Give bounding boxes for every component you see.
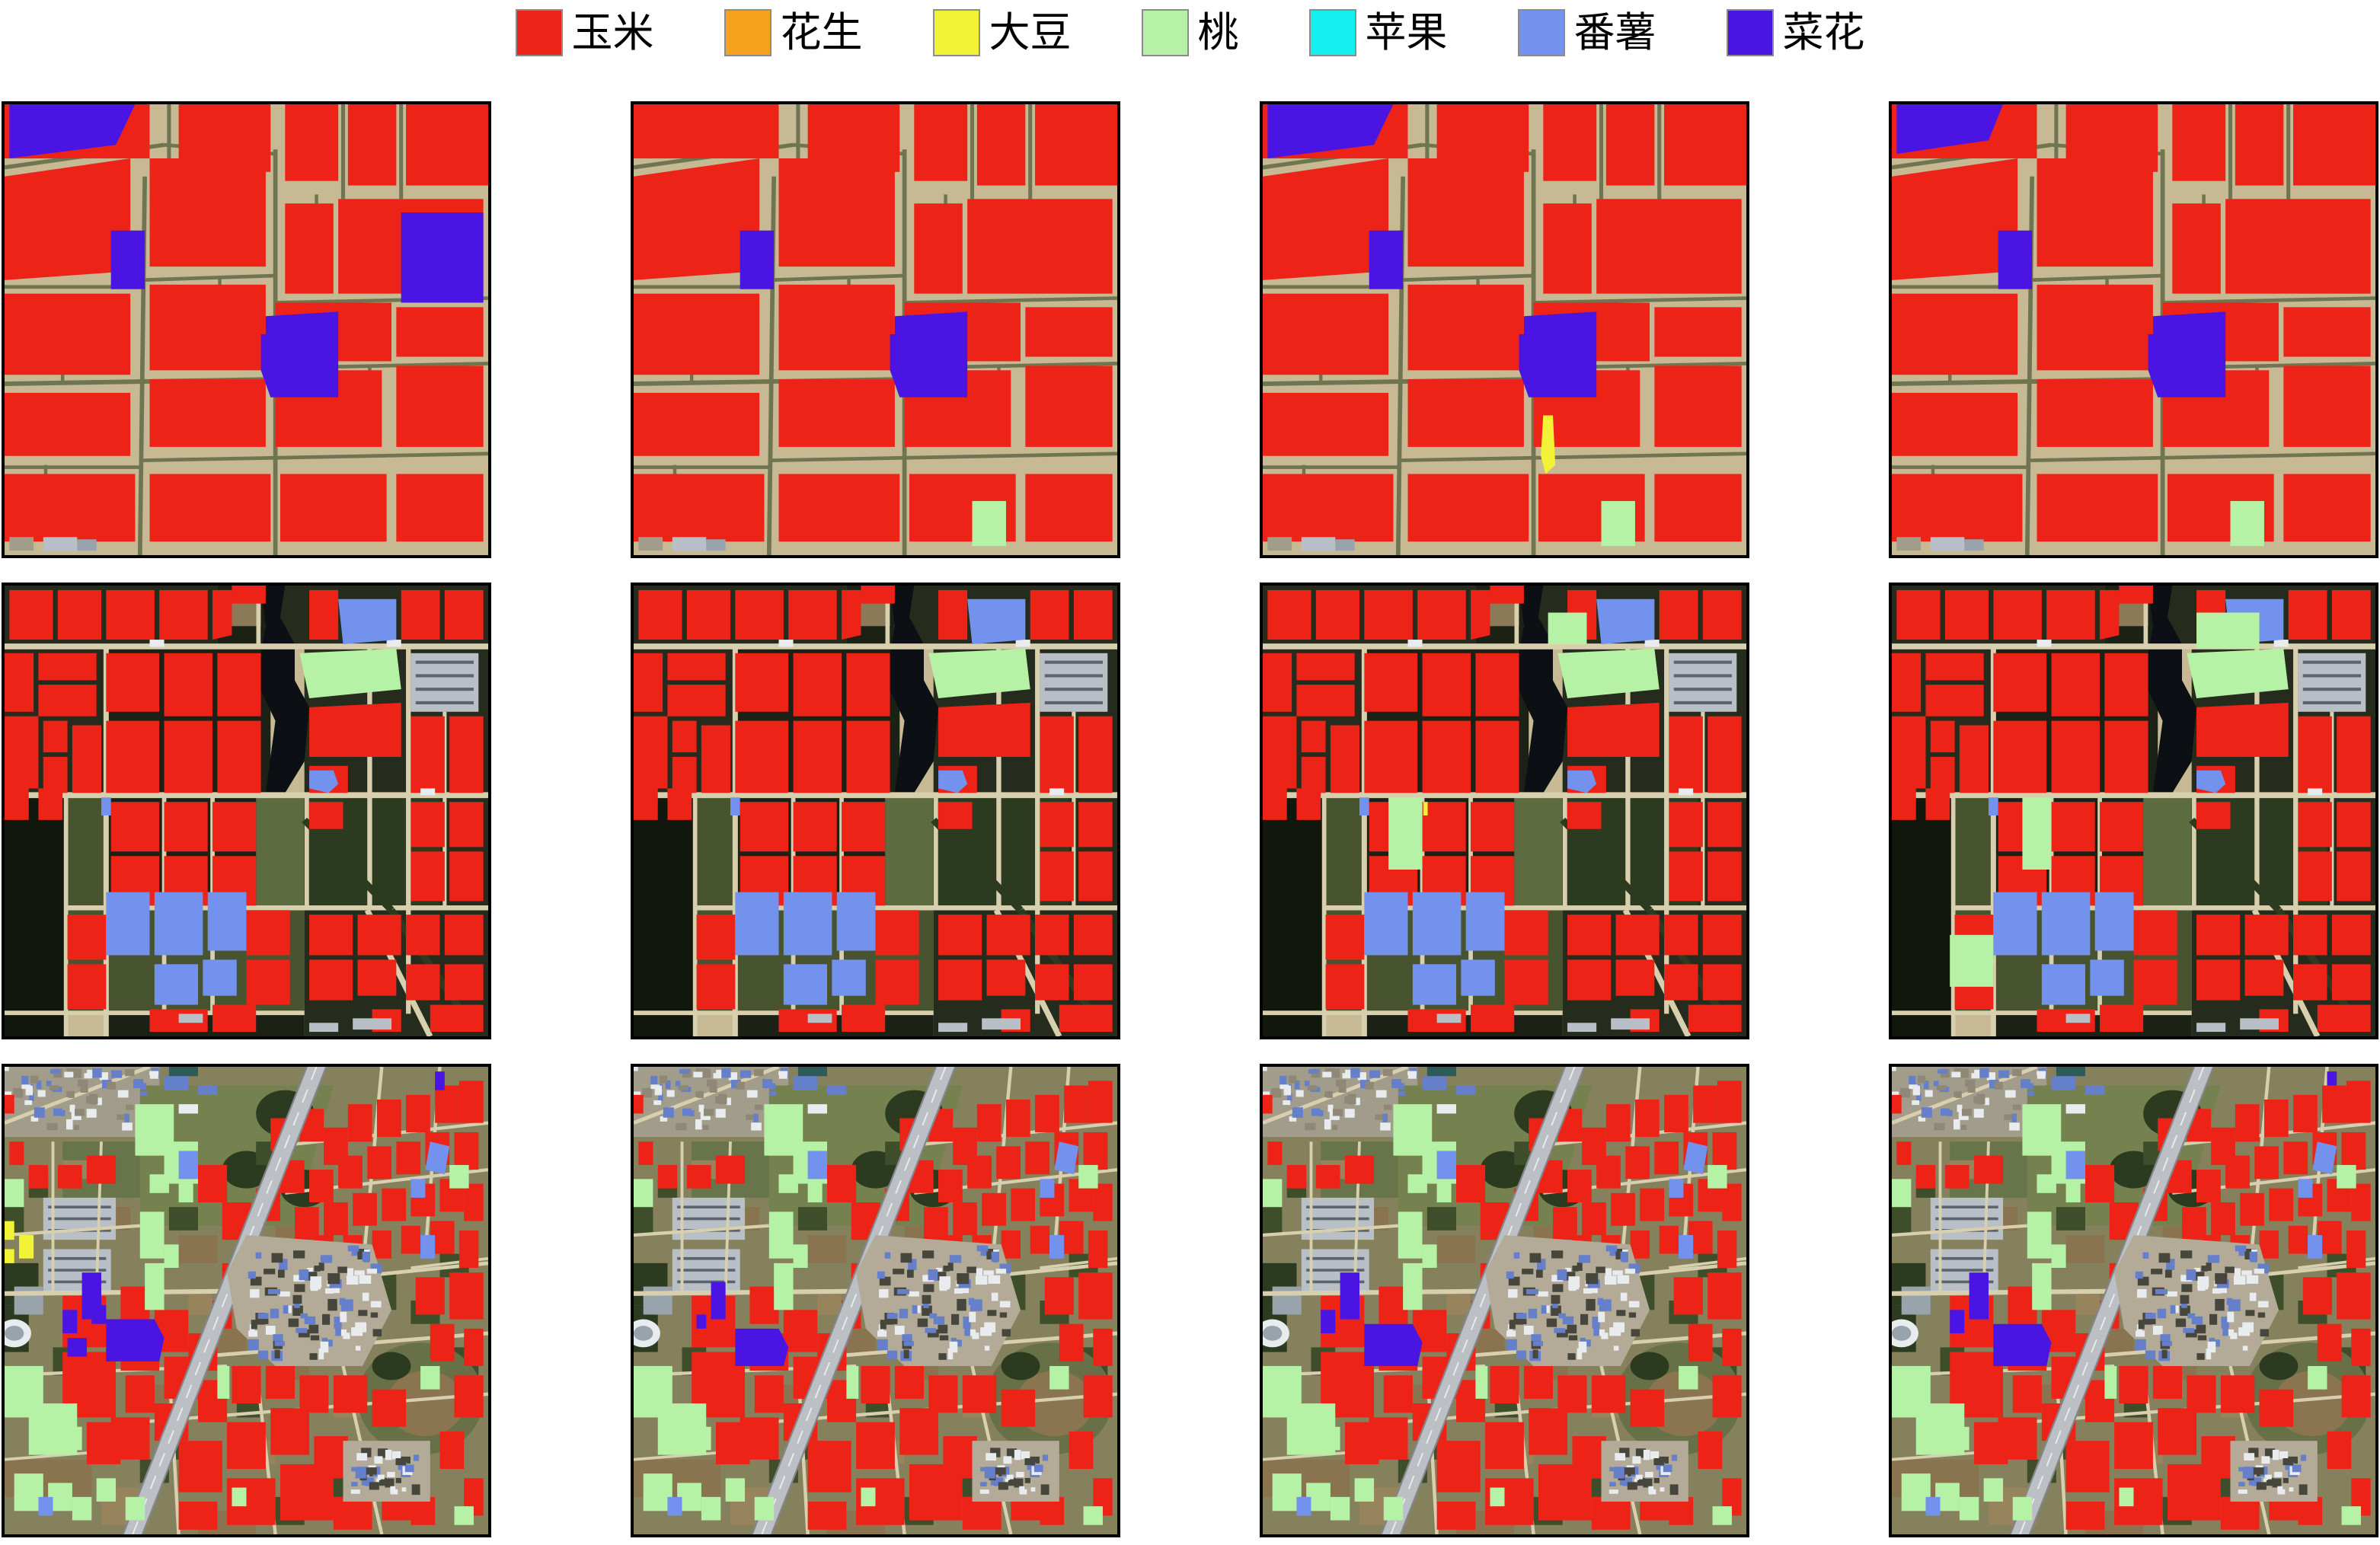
- corn-color-swatch: [515, 9, 563, 56]
- apple-color-swatch: [1308, 9, 1356, 56]
- legend-item-apple: 苹果: [1308, 8, 1448, 56]
- legend-label: 菜花: [1782, 8, 1865, 56]
- peanut-color-swatch: [724, 9, 772, 56]
- legend: 玉米 花生 大豆 桃 苹果 番薯 菜花: [0, 9, 2380, 56]
- map-panel-r2c4: [1889, 583, 2378, 1039]
- legend-item-soybean: 大豆: [932, 8, 1072, 56]
- map-panel-r2c2: [631, 583, 1120, 1039]
- legend-item-peanut: 花生: [724, 9, 863, 56]
- legend-label: 番薯: [1573, 8, 1656, 56]
- map-panel-r1c2: [631, 101, 1120, 558]
- map-panel-r1c4: [1889, 101, 2378, 558]
- legend-label: 大豆: [989, 8, 1072, 56]
- sweetpotato-color-swatch: [1517, 9, 1565, 56]
- map-panel-r2c3: [1260, 583, 1749, 1039]
- legend-label: 苹果: [1365, 8, 1448, 56]
- map-panel-r1c3: [1260, 101, 1749, 558]
- map-panel-r3c4: [1889, 1064, 2378, 1537]
- map-panel-r3c3: [1260, 1064, 1749, 1537]
- map-panel-r3c1: [2, 1064, 491, 1537]
- legend-item-sweetpotato: 番薯: [1517, 8, 1656, 56]
- legend-label: 玉米: [571, 8, 654, 56]
- legend-item-corn: 玉米: [515, 8, 654, 56]
- map-panel-grid: [2, 101, 2378, 1537]
- peach-color-swatch: [1141, 9, 1189, 56]
- legend-label: 桃: [1197, 8, 1239, 56]
- legend-item-cauliflower: 菜花: [1726, 8, 1865, 56]
- map-panel-r1c1: [2, 101, 491, 558]
- soybean-color-swatch: [932, 9, 980, 56]
- cauliflower-color-swatch: [1726, 9, 1774, 56]
- legend-item-peach: 桃: [1141, 8, 1239, 56]
- map-panel-r3c2: [631, 1064, 1120, 1537]
- map-panel-r2c1: [2, 583, 491, 1039]
- legend-label: 花生: [780, 8, 863, 56]
